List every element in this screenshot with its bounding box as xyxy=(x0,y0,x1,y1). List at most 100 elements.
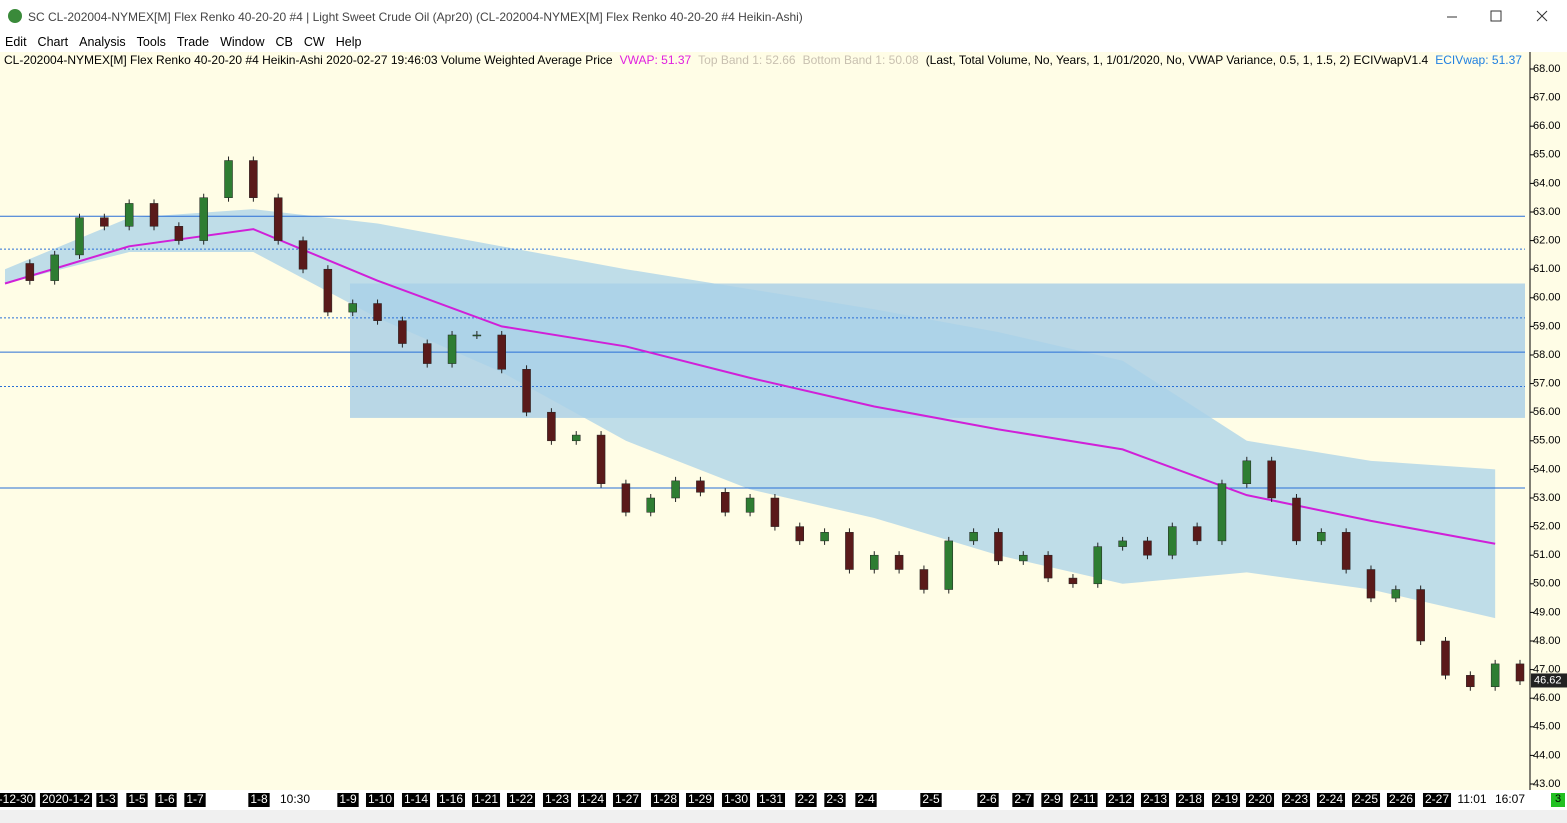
x-tick-label: 1-22 xyxy=(509,792,533,806)
y-tick-label: 61.00 xyxy=(1533,263,1561,275)
x-tick-label: 1-5 xyxy=(128,792,146,806)
x-tick-label: 16:07 xyxy=(1495,792,1525,806)
menu-item[interactable]: Tools xyxy=(136,35,166,49)
y-tick-label: 43.00 xyxy=(1533,778,1561,790)
candle-body xyxy=(199,197,208,241)
y-tick-label: 48.00 xyxy=(1533,635,1561,647)
x-tick-label: 1-29 xyxy=(688,792,712,806)
candle-body xyxy=(547,411,556,442)
candle-body xyxy=(1515,663,1525,682)
x-tick-label: 1-31 xyxy=(759,792,783,806)
candle-body xyxy=(1118,540,1127,547)
candle-body xyxy=(1317,532,1326,542)
x-tick-label: 1-3 xyxy=(98,792,116,806)
candle-body xyxy=(894,554,904,570)
candle-body xyxy=(671,480,680,499)
window-controls[interactable] xyxy=(1437,0,1567,33)
x-tick-box xyxy=(1070,793,1098,807)
menu-item[interactable]: Trade xyxy=(176,35,210,49)
x-tick-label: 1-6 xyxy=(157,792,175,806)
candle-body xyxy=(522,369,531,413)
x-tick-box xyxy=(1281,793,1311,807)
menu-item[interactable]: Window xyxy=(220,35,265,49)
x-tick-box xyxy=(721,793,751,807)
y-tick-label: 63.00 xyxy=(1533,206,1561,218)
x-tick-label: 2-6 xyxy=(979,792,997,806)
menu-item[interactable]: Chart xyxy=(37,35,69,49)
y-tick-label: 59.00 xyxy=(1533,320,1561,332)
candle-body xyxy=(1292,497,1301,542)
menu-item[interactable]: CB xyxy=(275,35,293,49)
candle-body xyxy=(1490,663,1500,688)
x-tick-label: 2-19 xyxy=(1214,792,1238,806)
candle-body xyxy=(1143,540,1152,556)
candle-body xyxy=(75,217,84,256)
y-tick-label: 55.00 xyxy=(1533,435,1561,447)
candle-body xyxy=(50,254,59,281)
x-tick-box xyxy=(1316,793,1346,807)
candle-body xyxy=(497,334,506,370)
axis-background xyxy=(1530,52,1567,790)
x-tick-box xyxy=(650,793,680,807)
menu-item[interactable]: Help xyxy=(335,35,362,49)
last-price-label: 46.62 xyxy=(1534,674,1562,686)
menu-item[interactable]: Analysis xyxy=(79,35,126,49)
x-tick-box xyxy=(795,793,817,807)
candle-body xyxy=(422,343,432,364)
candle-body xyxy=(124,203,134,227)
candle-body xyxy=(1391,589,1401,599)
y-tick-label: 47.00 xyxy=(1533,664,1561,676)
candle-body xyxy=(373,303,382,321)
x-tick-box xyxy=(506,793,536,807)
x-tick-label: 2-26 xyxy=(1389,792,1413,806)
candle-body xyxy=(1217,483,1227,542)
x-tick-label: 2-18 xyxy=(1178,792,1202,806)
x-tick-box xyxy=(96,793,118,807)
candle-body xyxy=(596,434,606,484)
status-indicator: 3 xyxy=(1551,793,1565,807)
y-tick-label: 65.00 xyxy=(1533,149,1561,161)
y-tick-label: 68.00 xyxy=(1533,63,1561,75)
x-tick-label: 1-30 xyxy=(724,792,748,806)
candle-body xyxy=(249,160,258,198)
x-tick-box xyxy=(184,793,206,807)
candle-body xyxy=(944,540,954,590)
candle-body xyxy=(919,569,929,590)
candle-body xyxy=(845,532,854,570)
menu-item[interactable]: Edit xyxy=(5,35,27,49)
menu-item[interactable]: CW xyxy=(303,35,325,49)
x-tick-box xyxy=(1175,793,1205,807)
candle-body xyxy=(745,497,755,513)
y-tick-label: 46.00 xyxy=(1533,692,1561,704)
x-tick-label: 1-7 xyxy=(186,792,204,806)
x-tick-box xyxy=(401,793,431,807)
scrollbar[interactable] xyxy=(0,810,1567,823)
study-info: CL-202004-NYMEX[M] Flex Renko 40-20-20 #… xyxy=(4,53,1528,67)
x-tick-label: 1-8 xyxy=(250,792,268,806)
x-tick-label: 1-21 xyxy=(474,792,498,806)
x-tick-box xyxy=(542,793,572,807)
x-tick-box xyxy=(920,793,942,807)
candle-body xyxy=(224,160,233,198)
y-tick-label: 49.00 xyxy=(1533,606,1561,618)
y-tick-label: 62.00 xyxy=(1533,235,1561,247)
candle-body xyxy=(1068,577,1078,585)
x-tick-label: 2-2 xyxy=(797,792,815,806)
x-tick-box xyxy=(1140,793,1170,807)
y-tick-label: 45.00 xyxy=(1533,721,1561,733)
candle-body xyxy=(795,526,805,542)
y-tick-label: 60.00 xyxy=(1533,292,1561,304)
candle-body xyxy=(994,532,1003,562)
candle-body xyxy=(398,320,407,344)
y-tick-label: 50.00 xyxy=(1533,578,1561,590)
x-tick-box xyxy=(577,793,607,807)
y-tick-label: 66.00 xyxy=(1533,120,1561,132)
candle-body xyxy=(1043,554,1053,579)
x-tick-label: 2-25 xyxy=(1354,792,1378,806)
title-bar: SC CL-202004-NYMEX[M] Flex Renko 40-20-2… xyxy=(0,0,1567,33)
vwap-line xyxy=(4,228,1496,545)
x-tick-box xyxy=(1351,793,1381,807)
candle-body xyxy=(472,334,482,337)
x-tick-box xyxy=(337,793,359,807)
